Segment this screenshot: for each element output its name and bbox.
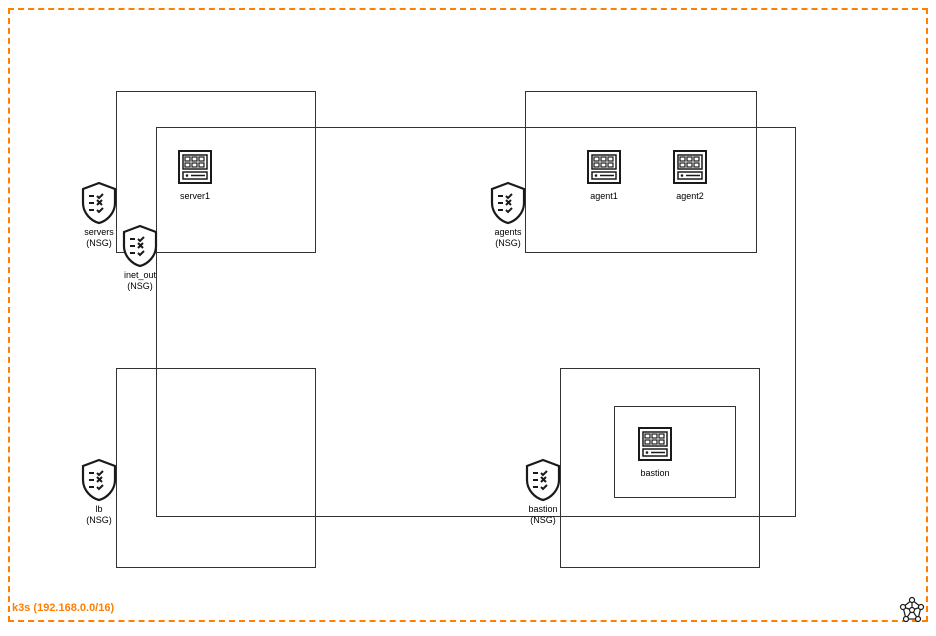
nsg-inet-out: inet_out(NSG)	[120, 224, 160, 292]
group-lb-nsg	[116, 368, 316, 568]
nsg-label: bastion(NSG)	[528, 504, 557, 526]
nsg-agents: agents(NSG)	[488, 181, 528, 249]
vm-icon	[175, 147, 215, 187]
nsg-label: agents(NSG)	[494, 227, 521, 249]
vm-server1: server1	[175, 147, 215, 201]
shield-icon	[79, 181, 119, 225]
diagram-canvas: k3s (192.168.0.0/16) servers(NSG) inet_o…	[0, 0, 936, 636]
vm-agent2: agent2	[670, 147, 710, 201]
nsg-servers: servers(NSG)	[79, 181, 119, 249]
nsg-label: servers(NSG)	[84, 227, 114, 249]
vm-agent1: agent1	[584, 147, 624, 201]
shield-icon	[79, 458, 119, 502]
vm-icon	[584, 147, 624, 187]
shield-icon	[120, 224, 160, 268]
vm-icon	[635, 424, 675, 464]
nsg-lb: lb(NSG)	[79, 458, 119, 526]
shield-icon	[488, 181, 528, 225]
vm-label: agent1	[590, 191, 618, 201]
vm-bastion: bastion	[635, 424, 675, 478]
vm-label: agent2	[676, 191, 704, 201]
shield-icon	[523, 458, 563, 502]
vm-label: server1	[180, 191, 210, 201]
nsg-label: lb(NSG)	[86, 504, 112, 526]
nsg-label: inet_out(NSG)	[124, 270, 156, 292]
nsg-bastion: bastion(NSG)	[523, 458, 563, 526]
vm-icon	[670, 147, 710, 187]
vm-label: bastion	[640, 468, 669, 478]
vnet-title: k3s (192.168.0.0/16)	[12, 602, 114, 614]
group-bastion-inner	[614, 406, 736, 498]
network-icon	[898, 596, 926, 629]
group-agents-nsg	[525, 91, 757, 253]
